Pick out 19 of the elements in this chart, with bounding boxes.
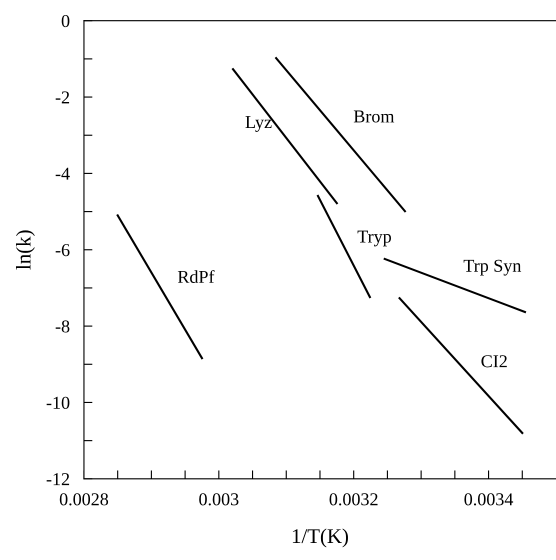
series-label: Brom	[354, 110, 394, 123]
series-label: Tryp	[358, 230, 391, 246]
x-tick-label: 0.003	[199, 493, 238, 506]
series-label: Trp Syn	[464, 260, 522, 276]
x-axis-title: 1/T(K)	[292, 528, 348, 548]
y-tick-label: -10	[46, 396, 70, 409]
series-label: RdPf	[178, 270, 214, 283]
x-tick-label: 0.0034	[464, 493, 514, 506]
x-tick-label: 0.0032	[330, 493, 378, 506]
x-tick-label: 0.0028	[60, 493, 108, 506]
series-label: CI2	[481, 355, 507, 368]
y-tick-label: -6	[56, 244, 70, 256]
y-tick-label: 0	[62, 14, 70, 28]
series-label: Lyz	[246, 116, 272, 132]
y-tick-label: -4	[56, 168, 70, 180]
y-tick-label: -12	[46, 473, 70, 486]
y-tick-label: -2	[56, 91, 70, 104]
y-tick-label: -8	[56, 320, 70, 333]
y-axis-title: ln(k)	[16, 230, 35, 270]
